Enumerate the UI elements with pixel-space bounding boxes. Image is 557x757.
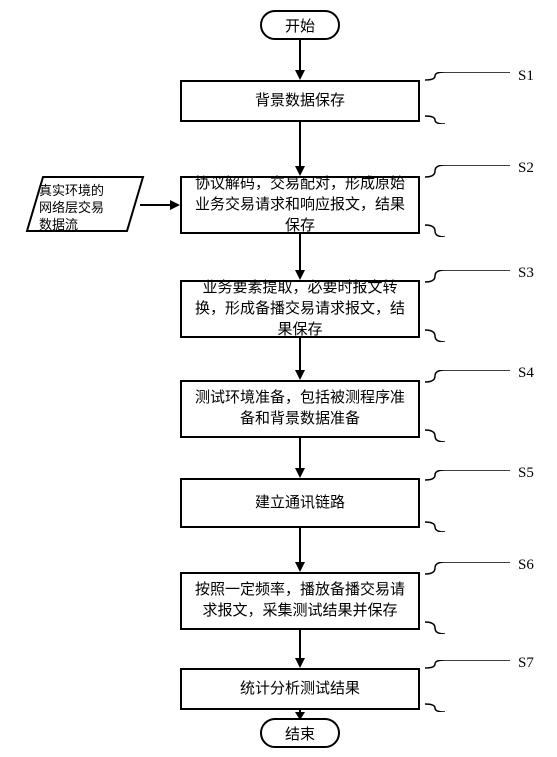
bracket-s2 <box>425 165 515 237</box>
bracket-s4 <box>425 370 515 442</box>
arrow-s3-s4 <box>293 338 307 380</box>
step-s7-text: 统计分析测试结果 <box>240 679 360 700</box>
step-s4: 测试环境准备，包括被测程序准备和背景数据准备 <box>180 380 420 438</box>
arrow-s1-s2 <box>293 122 307 176</box>
input-line1: 真实环境的 <box>39 183 104 198</box>
arrow-s6-s7 <box>293 630 307 668</box>
arrow-s2-s3 <box>293 234 307 280</box>
label-s6: S6 <box>518 557 534 574</box>
step-s6: 按照一定频率，播放备播交易请求报文，采集测试结果并保存 <box>180 572 420 630</box>
step-s1-text: 背景数据保存 <box>255 91 345 112</box>
label-s2: S2 <box>518 160 534 177</box>
step-s4-text: 测试环境准备，包括被测程序准备和背景数据准备 <box>192 388 408 430</box>
bracket-s6 <box>425 562 515 634</box>
step-s6-text: 按照一定频率，播放备播交易请求报文，采集测试结果并保存 <box>192 580 408 622</box>
bracket-s3 <box>425 270 515 342</box>
arrow-input-s2 <box>140 198 180 212</box>
label-s3: S3 <box>518 265 534 282</box>
step-s7: 统计分析测试结果 <box>180 668 420 710</box>
bracket-s7 <box>425 660 515 712</box>
arrow-start-s1 <box>293 40 307 80</box>
end-label: 结束 <box>285 723 315 744</box>
step-s3-text: 业务要素提取，必要时报文转换，形成备播交易请求报文，结果保存 <box>192 278 408 341</box>
step-s2-text: 协议解码，交易配对，形成原始业务交易请求和响应报文，结果保存 <box>192 174 408 237</box>
arrow-s7-end <box>293 710 307 720</box>
start-label: 开始 <box>285 15 315 36</box>
label-s5: S5 <box>518 465 534 482</box>
input-line2: 网络层交易 <box>39 200 104 215</box>
bracket-s5 <box>425 470 515 532</box>
label-s7: S7 <box>518 655 534 672</box>
input-line3: 数据流 <box>39 217 78 232</box>
arrow-s5-s6 <box>293 528 307 572</box>
arrow-s4-s5 <box>293 438 307 478</box>
input-text: 真实环境的 网络层交易 数据流 <box>39 183 104 234</box>
input-datasource: 真实环境的 网络层交易 数据流 <box>25 175 145 233</box>
end-terminal: 结束 <box>260 718 340 748</box>
step-s3: 业务要素提取，必要时报文转换，形成备播交易请求报文，结果保存 <box>180 280 420 338</box>
step-s5-text: 建立通讯链路 <box>255 493 345 514</box>
bracket-s1 <box>425 72 515 124</box>
step-s1: 背景数据保存 <box>180 80 420 122</box>
step-s2: 协议解码，交易配对，形成原始业务交易请求和响应报文，结果保存 <box>180 176 420 234</box>
step-s5: 建立通讯链路 <box>180 478 420 528</box>
label-s1: S1 <box>518 68 534 85</box>
label-s4: S4 <box>518 365 534 382</box>
start-terminal: 开始 <box>260 10 340 40</box>
